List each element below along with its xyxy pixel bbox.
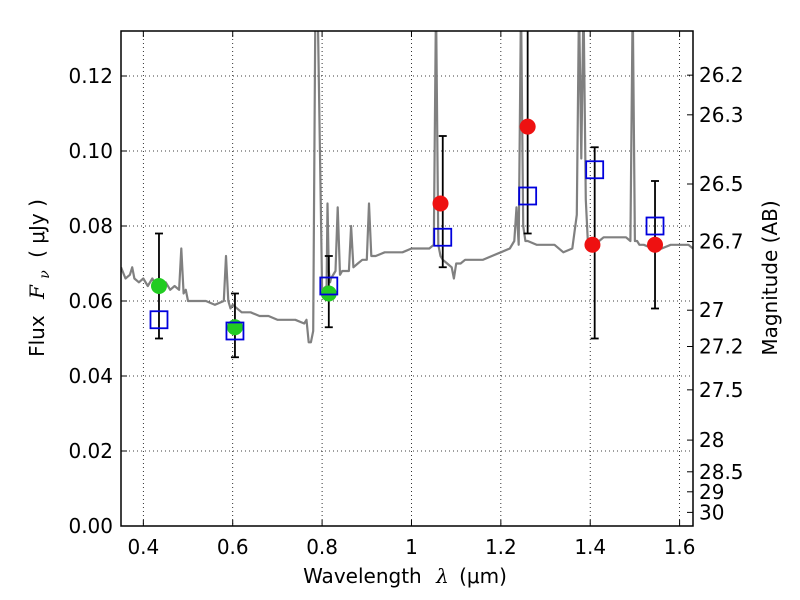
x-tick-label: 0.4 <box>127 535 159 559</box>
y-axis-unit: ( μJy ) <box>25 199 49 258</box>
x-tick-label: 0.8 <box>306 535 338 559</box>
mag-tick-label: 28 <box>699 428 724 452</box>
mag-tick-label: 28.5 <box>699 460 744 484</box>
mag-tick-label: 30 <box>699 500 724 524</box>
y-tick-label: 0.10 <box>68 139 113 163</box>
y-tick-label: 0.08 <box>68 214 113 238</box>
mag-tick-label: 27.2 <box>699 335 744 359</box>
observed_red-point <box>647 236 664 253</box>
observed_red-point <box>519 118 536 135</box>
y-axis-subscript: ν <box>37 270 53 279</box>
x-axis-symbol: λ <box>435 564 449 588</box>
observed_red-point <box>432 195 449 212</box>
model-photometry-point <box>585 160 605 180</box>
right-axis-title: Magnitude (AB) <box>758 200 782 355</box>
model-photometry-point <box>645 216 665 236</box>
y-tick-label: 0.02 <box>68 439 113 463</box>
model-photometry-point <box>319 276 339 296</box>
observed_green-point <box>320 285 337 302</box>
x-axis-title-text: Wavelength <box>303 564 422 588</box>
plot-area <box>121 31 693 359</box>
mag-tick-label: 26.3 <box>699 103 744 127</box>
x-tick-label: 1.6 <box>664 535 696 559</box>
x-tick-label: 0.6 <box>217 535 249 559</box>
mag-tick-label: 26.7 <box>699 230 744 254</box>
y-axis-title-text: Flux <box>25 315 49 357</box>
x-tick-label: 1.4 <box>574 535 606 559</box>
model-photometry-point <box>225 321 245 341</box>
y-axis-title: Flux F ν ( μJy ) <box>25 199 54 357</box>
mag-tick-label: 27.5 <box>699 378 744 402</box>
y-axis-symbol: F <box>25 284 49 300</box>
y-tick-label: 0.12 <box>68 64 113 88</box>
grid <box>121 31 693 527</box>
y-tick-label: 0.00 <box>68 514 113 538</box>
model-photometry-point <box>433 227 453 247</box>
model-photometry-point <box>149 310 169 330</box>
model-photometry-point <box>518 186 538 206</box>
x-axis-title: Wavelength λ (μm) <box>303 564 507 588</box>
x-tick-label: 1 <box>405 535 418 559</box>
plot-frame <box>120 30 694 527</box>
mag-tick-label: 27 <box>699 298 724 322</box>
observed_red-point <box>584 236 601 253</box>
y-tick-label: 0.04 <box>68 364 113 388</box>
mag-tick-label: 26.5 <box>699 172 744 196</box>
x-tick-label: 1.2 <box>485 535 517 559</box>
mag-tick-label: 29 <box>699 480 724 504</box>
x-axis-unit: (μm) <box>459 564 507 588</box>
mag-tick-label: 26.2 <box>699 63 744 87</box>
observed_green-point <box>150 278 167 294</box>
axes: 0.4 0.6 0.8 1 1.2 1.4 1.6 0.00 0.02 0.04 0.06 0.08 0… <box>68 31 744 559</box>
spectrum-line <box>121 31 693 344</box>
y-tick-label: 0.06 <box>68 289 113 313</box>
